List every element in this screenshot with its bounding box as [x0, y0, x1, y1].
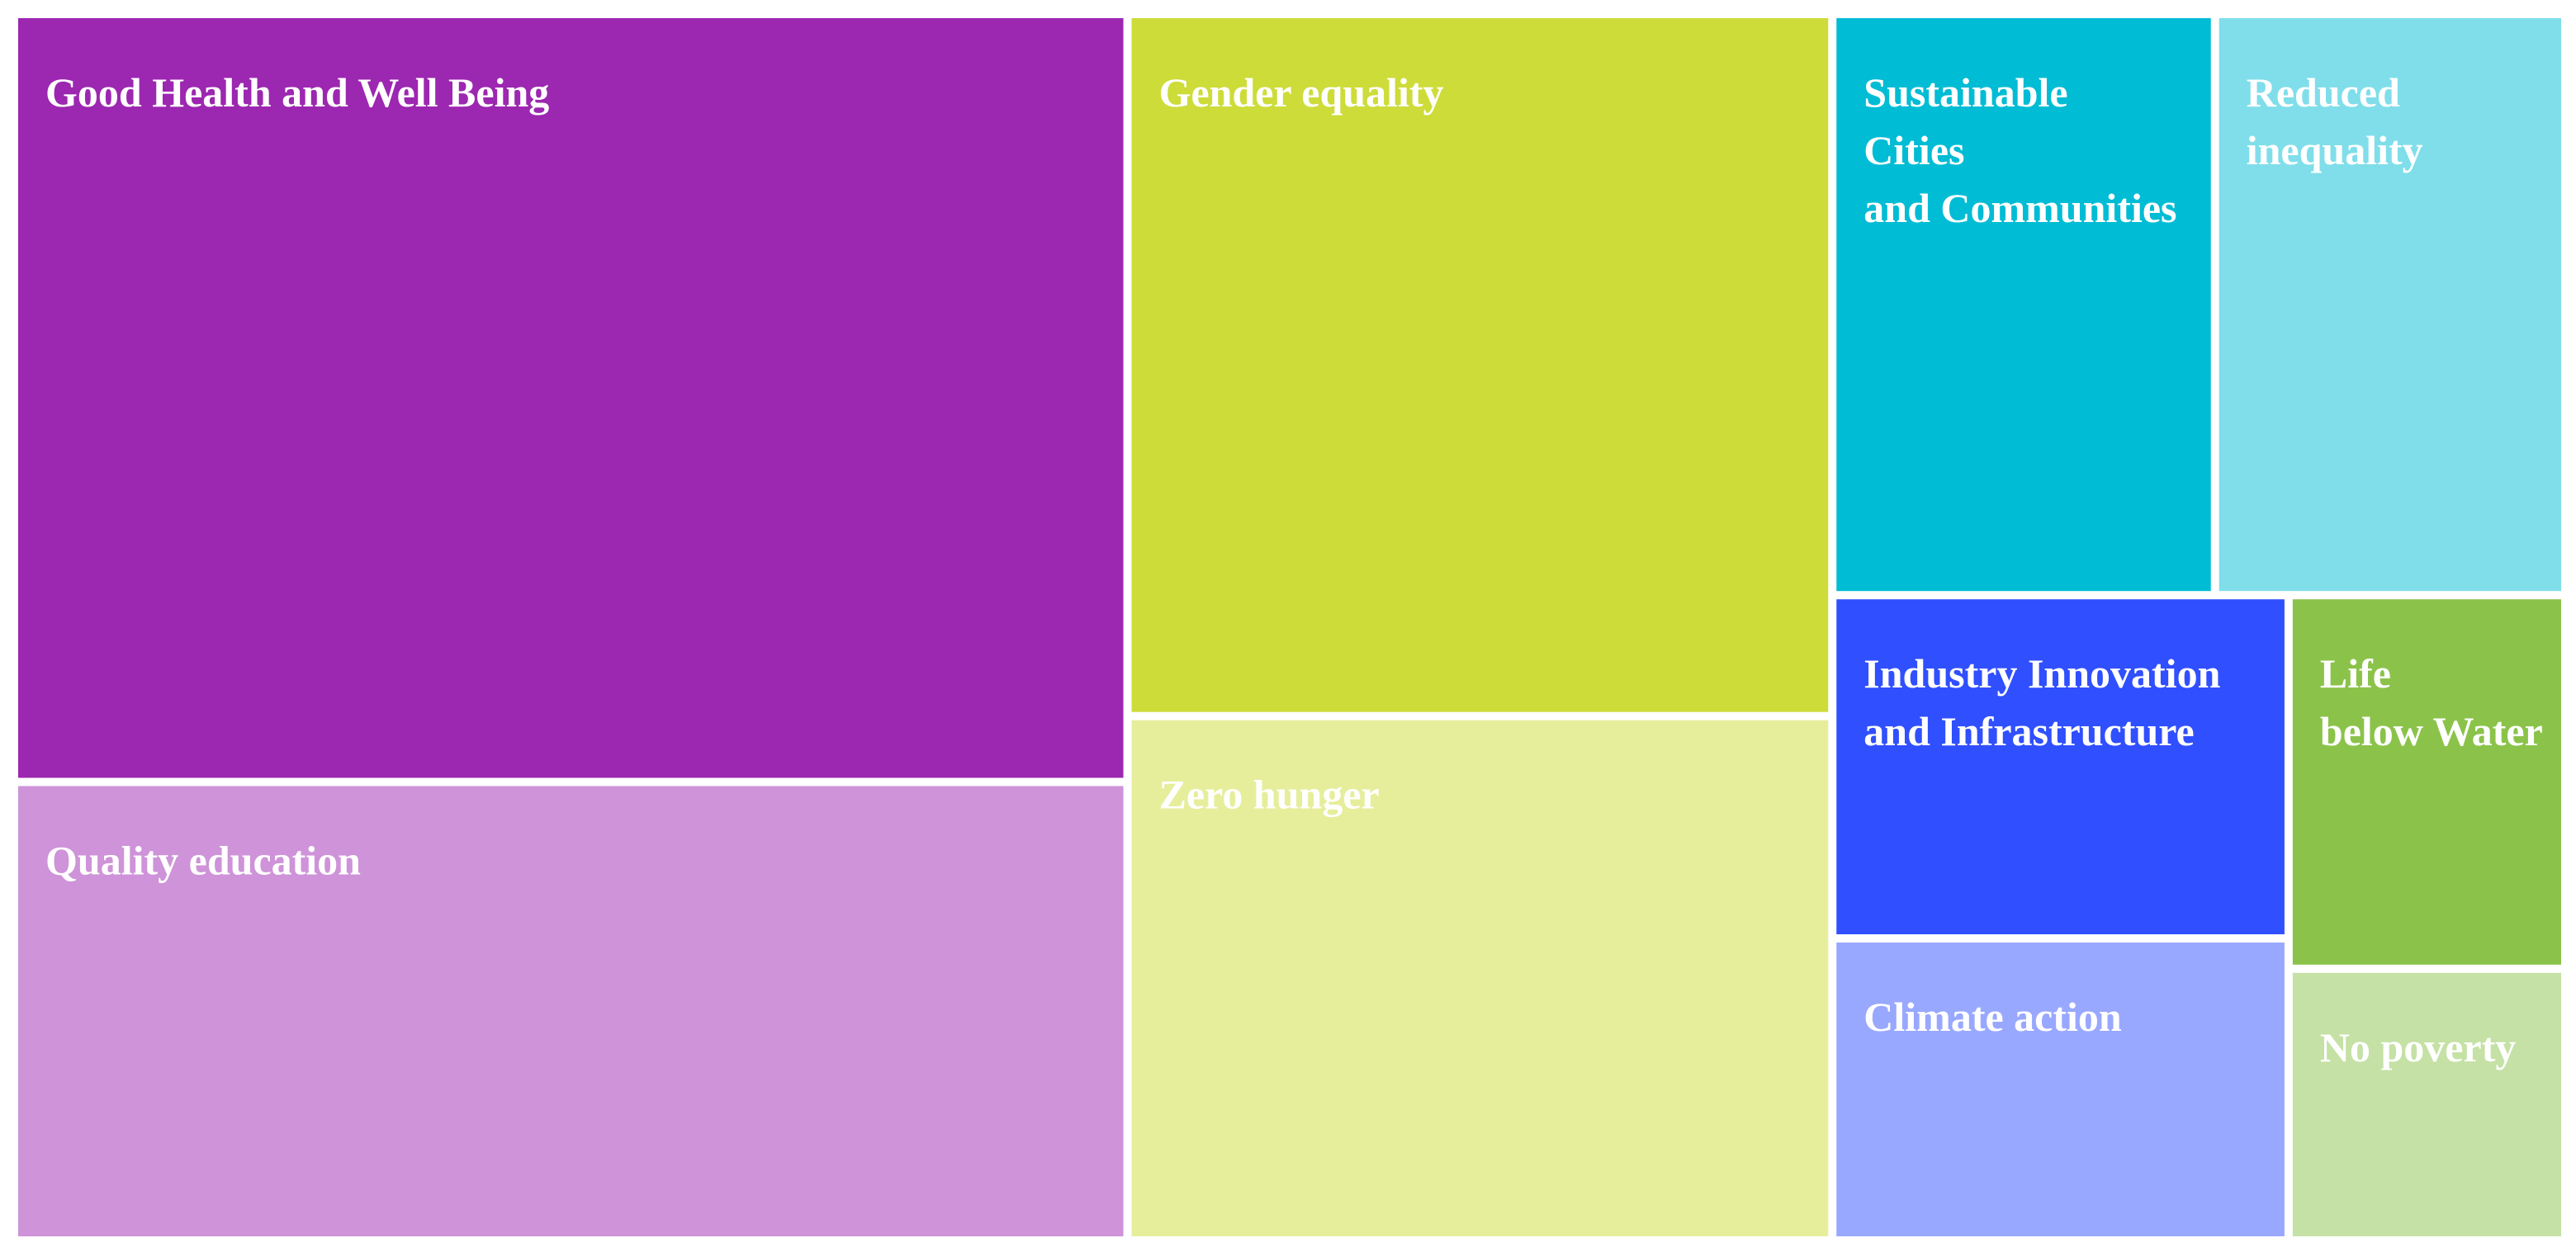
- cell-label: Sustainable Cities and Communities: [1863, 69, 2176, 231]
- label-line: Quality education: [45, 837, 361, 883]
- treemap-cell: [1131, 720, 1829, 1236]
- label-line: Good Health and Well Being: [45, 69, 549, 116]
- label-line: and Communities: [1863, 185, 2176, 231]
- label-line: No poverty: [2320, 1024, 2516, 1070]
- label-line: and Infrastructure: [1863, 708, 2194, 754]
- label-line: Zero hunger: [1159, 772, 1380, 818]
- label-line: Cities: [1863, 127, 1964, 173]
- treemap-cell: [1836, 18, 2211, 592]
- cell-label: Zero hunger: [1159, 772, 1380, 818]
- treemap-cell: [1131, 18, 1829, 712]
- cell-label: Good Health and Well Being: [45, 69, 549, 116]
- cell-label: Quality education: [45, 837, 361, 883]
- cell-label: Life below Water: [2320, 650, 2543, 754]
- label-line: Gender equality: [1159, 69, 1444, 116]
- treemap-cell: [1836, 599, 2285, 935]
- label-line: inequality: [2247, 127, 2423, 173]
- treemap-cell: [18, 18, 1124, 778]
- label-line: Sustainable: [1863, 69, 2067, 116]
- cell-label: Reduced inequality: [2247, 69, 2423, 173]
- treemap-cell: [2292, 972, 2561, 1236]
- label-line: Climate action: [1863, 994, 2122, 1040]
- label-line: Industry Innovation: [1863, 650, 2220, 697]
- cell-label: No poverty: [2320, 1024, 2516, 1070]
- label-line: Reduced: [2247, 69, 2400, 116]
- cell-label: Gender equality: [1159, 69, 1444, 116]
- cell-label: Climate action: [1863, 994, 2122, 1040]
- treemap-cell: [1836, 943, 2285, 1236]
- cell-label: Industry Innovation and Infrastructure: [1863, 650, 2220, 754]
- treemap-cell: [18, 786, 1124, 1236]
- label-line: below Water: [2320, 708, 2543, 754]
- treemap-cell: [2292, 599, 2561, 965]
- label-line: Life: [2320, 650, 2391, 697]
- treemap-cell: [2218, 18, 2561, 592]
